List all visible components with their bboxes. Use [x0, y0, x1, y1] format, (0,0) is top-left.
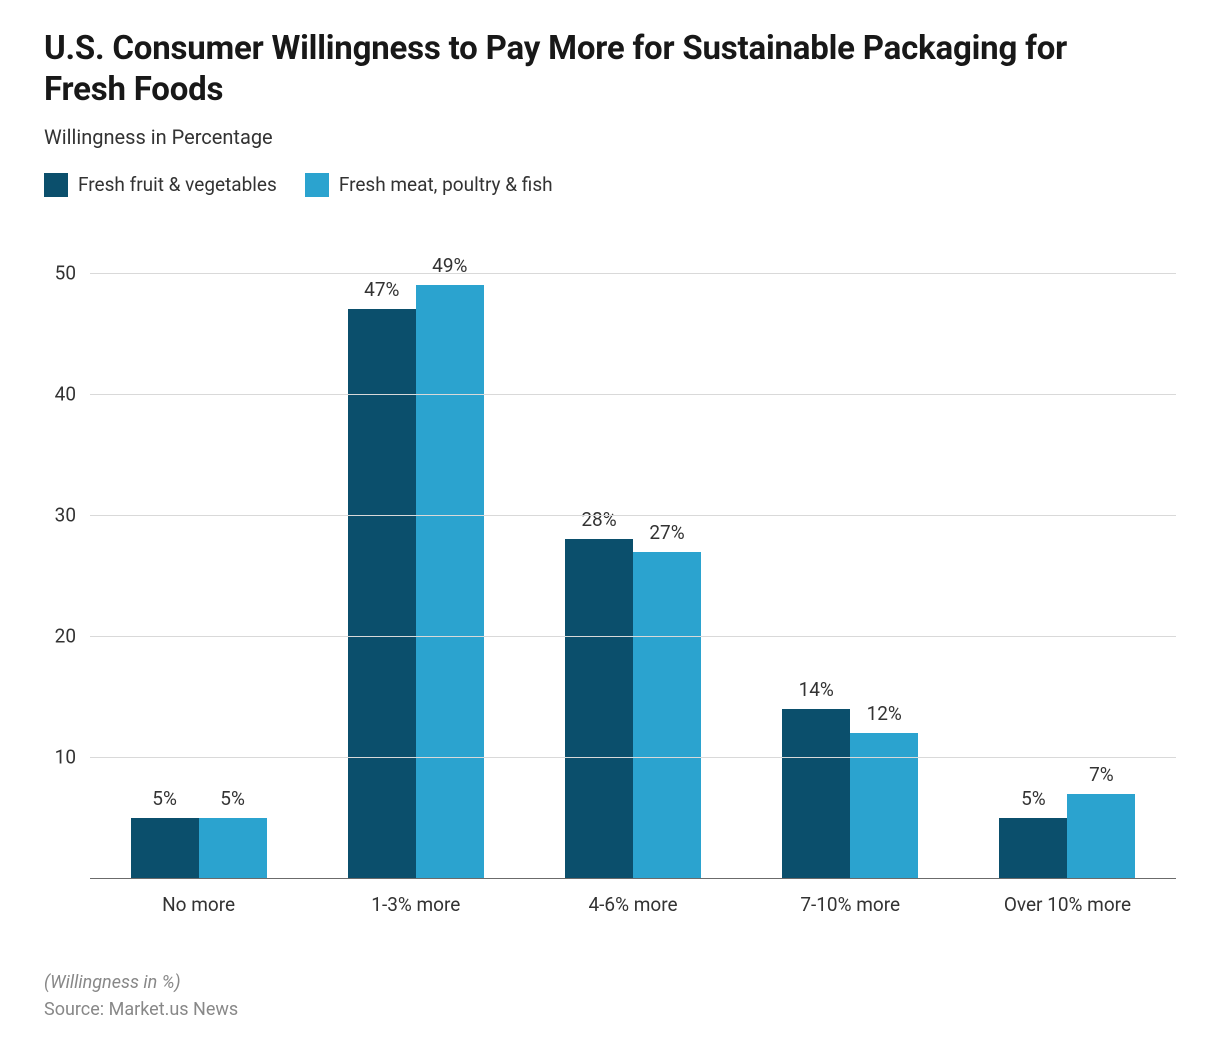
bar-value-label: 47%: [364, 278, 399, 309]
plot-area: 5%5%47%49%28%27%14%12%5%7% 1020304050: [90, 225, 1176, 879]
bar-group: 5%7%: [959, 225, 1176, 879]
legend-label-0: Fresh fruit & vegetables: [78, 173, 277, 196]
gridline: [90, 515, 1176, 516]
x-axis-label: Over 10% more: [959, 879, 1176, 925]
y-tick-label: 20: [55, 625, 90, 648]
chart-footnote: (Willingness in %): [44, 972, 238, 993]
chart-page: U.S. Consumer Willingness to Pay More fo…: [0, 0, 1220, 1054]
bar-pair: 14%12%: [782, 709, 918, 879]
x-axis-label: 1-3% more: [307, 879, 524, 925]
y-tick-label: 50: [55, 261, 90, 284]
bar-value-label: 7%: [1089, 763, 1114, 794]
y-tick-label: 40: [55, 383, 90, 406]
bar-value-label: 28%: [581, 508, 616, 539]
y-tick-label: 10: [55, 746, 90, 769]
bar: 5%: [131, 818, 199, 879]
bar-value-label: 5%: [220, 787, 245, 818]
chart-source: Source: Market.us News: [44, 999, 238, 1020]
bar: 49%: [416, 285, 484, 878]
bar-value-label: 49%: [432, 254, 467, 285]
gridline: [90, 273, 1176, 274]
bar-group: 14%12%: [742, 225, 959, 879]
legend-item-1: Fresh meat, poultry & fish: [305, 173, 553, 197]
bar-value-label: 12%: [867, 702, 902, 733]
bar: 12%: [850, 733, 918, 878]
x-axis-label: No more: [90, 879, 307, 925]
bar: 5%: [199, 818, 267, 879]
legend-swatch-1: [305, 173, 329, 197]
bar: 5%: [999, 818, 1067, 879]
chart-title: U.S. Consumer Willingness to Pay More fo…: [44, 28, 1094, 111]
gridline: [90, 394, 1176, 395]
bar-pair: 28%27%: [565, 539, 701, 878]
bar-value-label: 5%: [152, 787, 177, 818]
bar-value-label: 27%: [649, 521, 684, 552]
bar: 14%: [782, 709, 850, 879]
x-axis-labels: No more1-3% more4-6% more7-10% moreOver …: [90, 879, 1176, 925]
x-axis-label: 7-10% more: [742, 879, 959, 925]
bar: 27%: [633, 552, 701, 879]
chart-area: 5%5%47%49%28%27%14%12%5%7% 1020304050 No…: [90, 225, 1176, 925]
chart-legend: Fresh fruit & vegetables Fresh meat, pou…: [44, 173, 1176, 197]
bar: 7%: [1067, 794, 1135, 879]
y-tick-label: 30: [55, 504, 90, 527]
chart-subtitle: Willingness in Percentage: [44, 125, 1176, 149]
bar-pair: 5%7%: [999, 794, 1135, 879]
legend-item-0: Fresh fruit & vegetables: [44, 173, 277, 197]
gridline: [90, 636, 1176, 637]
bar: 28%: [565, 539, 633, 878]
bar-group: 5%5%: [90, 225, 307, 879]
legend-label-1: Fresh meat, poultry & fish: [339, 173, 553, 196]
bar-value-label: 14%: [799, 678, 834, 709]
bar-value-label: 5%: [1021, 787, 1046, 818]
bar-group: 28%27%: [524, 225, 741, 879]
gridline: [90, 757, 1176, 758]
x-axis-label: 4-6% more: [524, 879, 741, 925]
bar-groups: 5%5%47%49%28%27%14%12%5%7%: [90, 225, 1176, 879]
bar-group: 47% 49%: [307, 225, 524, 879]
bar-pair: 47%49%: [348, 285, 484, 878]
chart-footer: (Willingness in %) Source: Market.us New…: [44, 972, 238, 1020]
legend-swatch-0: [44, 173, 68, 197]
bar-pair: 5%5%: [131, 818, 267, 879]
